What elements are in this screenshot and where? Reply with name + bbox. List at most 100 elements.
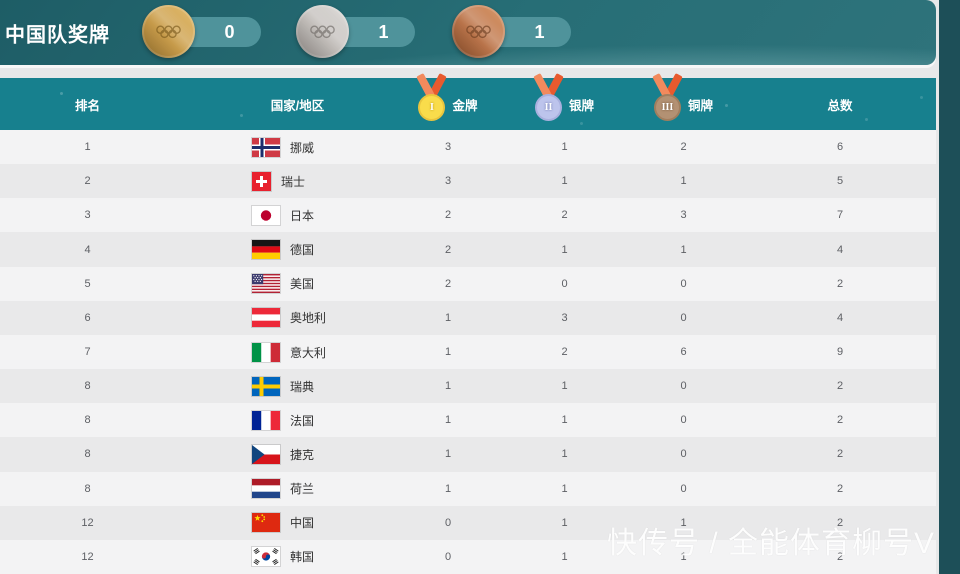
table-row: 5 美国 2 0 0 2 <box>0 266 936 301</box>
country-name: 瑞典 <box>290 379 315 394</box>
table-row: 8 瑞典 1 1 0 2 <box>0 369 936 404</box>
column-header-country: 国家/地区 <box>270 98 325 113</box>
bronze-cell: 2 <box>680 141 687 154</box>
bronze-cell: 1 <box>680 243 687 256</box>
gold-cell: 1 <box>444 482 452 495</box>
flag-czech-icon <box>252 444 280 464</box>
rank-cell: 3 <box>84 209 91 222</box>
flag-japan-icon <box>252 205 280 225</box>
table-row: 7 意大利 1 2 6 9 <box>0 334 936 370</box>
bronze-cell: 0 <box>680 482 687 495</box>
bronze-cell: 0 <box>680 277 687 290</box>
column-header-gold: I 金牌 <box>390 72 506 121</box>
flag-usa-icon <box>252 274 280 294</box>
flag-switzerland-icon <box>252 171 271 191</box>
table-row: 12 韩国 0 1 1 2 <box>0 539 936 574</box>
gold-cell: 1 <box>444 311 452 324</box>
ribbon-icon <box>652 71 683 99</box>
gold-cell: 1 <box>444 414 452 427</box>
total-cell: 2 <box>836 482 844 495</box>
table-row: 4 德国 2 1 1 4 <box>0 232 936 267</box>
rank-cell: 1 <box>84 141 91 154</box>
rank-cell: 8 <box>84 482 91 495</box>
country-cell: 法国 <box>175 410 390 430</box>
bronze-coin-icon: III <box>653 93 681 121</box>
country-cell: 日本 <box>175 205 390 225</box>
bronze-cell: 0 <box>680 380 687 393</box>
silver-cell: 2 <box>561 346 568 359</box>
country-cell: 德国 <box>175 240 390 260</box>
total-cell: 4 <box>836 311 844 324</box>
rank-cell: 6 <box>84 311 91 324</box>
column-header-bronze: III 铜牌 <box>623 72 744 121</box>
silver-medal-icon <box>296 5 349 58</box>
column-header-rank: 排名 <box>74 98 100 113</box>
gold-cell: 1 <box>444 448 452 461</box>
table-row: 8 法国 1 1 0 2 <box>0 403 936 438</box>
flag-france-icon <box>252 410 280 430</box>
country-cell: 中国 <box>175 513 390 533</box>
country-cell: 韩国 <box>175 547 390 567</box>
silver-cell: 1 <box>561 448 568 461</box>
silver-cell: 3 <box>561 311 568 324</box>
table-row: 12 中国 0 1 1 2 <box>0 505 936 540</box>
silver-cell: 1 <box>561 550 568 563</box>
column-header-total: 总数 <box>827 98 853 113</box>
silver-cell: 2 <box>561 209 568 222</box>
bronze-cell: 3 <box>680 209 687 222</box>
table-row: 2 瑞士 3 1 1 5 <box>0 164 936 199</box>
bronze-cell: 0 <box>680 448 687 461</box>
rank-cell: 4 <box>84 243 91 256</box>
bronze-cell: 1 <box>680 175 687 188</box>
silver-cell: 1 <box>561 482 568 495</box>
rank-cell: 8 <box>84 414 91 427</box>
gold-cell: 2 <box>444 243 452 256</box>
gold-cell: 1 <box>444 346 452 359</box>
total-cell: 7 <box>836 209 844 222</box>
country-cell: 美国 <box>175 274 390 294</box>
silver-cell: 1 <box>561 380 568 393</box>
gold-coin-icon: I <box>418 93 446 121</box>
rank-cell: 2 <box>84 175 91 188</box>
table-header: 排名 国家/地区 I 金牌 II 银牌 III 铜牌 总数 <box>0 72 936 130</box>
silver-cell: 1 <box>561 516 568 529</box>
total-cell: 4 <box>836 243 844 256</box>
gold-medal-ribbon-icon: I <box>416 72 448 121</box>
ribbon-icon <box>533 71 564 99</box>
flag-sweden-icon <box>252 376 280 396</box>
china-silver-count-badge: 1 <box>296 5 420 61</box>
bronze-medal-ribbon-icon: III <box>652 72 683 121</box>
country-name: 挪威 <box>290 140 315 155</box>
gold-cell: 2 <box>444 277 452 290</box>
country-name: 意大利 <box>290 345 327 360</box>
gold-cell: 1 <box>444 380 452 393</box>
country-name: 捷克 <box>290 447 315 462</box>
country-cell: 荷兰 <box>175 479 390 499</box>
flag-netherlands-icon <box>252 479 280 499</box>
silver-medal-ribbon-icon: II <box>533 72 564 121</box>
rank-cell: 12 <box>81 516 94 529</box>
country-name: 德国 <box>290 243 315 258</box>
rank-cell: 5 <box>84 277 91 290</box>
gold-cell: 0 <box>444 516 452 529</box>
country-name: 瑞士 <box>281 174 306 189</box>
flag-italy-icon <box>252 342 280 362</box>
total-cell: 2 <box>836 277 844 290</box>
total-cell: 2 <box>836 448 844 461</box>
bronze-medal-icon <box>452 5 505 58</box>
silver-coin-icon: II <box>534 93 562 121</box>
gold-cell: 3 <box>444 141 452 154</box>
rank-cell: 8 <box>84 448 91 461</box>
total-cell: 9 <box>836 346 844 359</box>
gold-cell: 3 <box>444 175 452 188</box>
gold-medal-icon <box>142 5 195 58</box>
china-medal-banner: 中国队奖牌 0 1 1 <box>0 0 936 65</box>
country-cell: 挪威 <box>175 137 390 157</box>
rank-cell: 7 <box>84 346 91 359</box>
silver-cell: 1 <box>561 175 568 188</box>
gold-header-label: 金牌 <box>452 98 478 113</box>
bronze-cell: 1 <box>680 516 687 529</box>
table-row: 3 日本 2 2 3 7 <box>0 198 936 233</box>
total-cell: 6 <box>836 141 844 154</box>
table-row: 1 挪威 3 1 2 6 <box>0 130 936 165</box>
